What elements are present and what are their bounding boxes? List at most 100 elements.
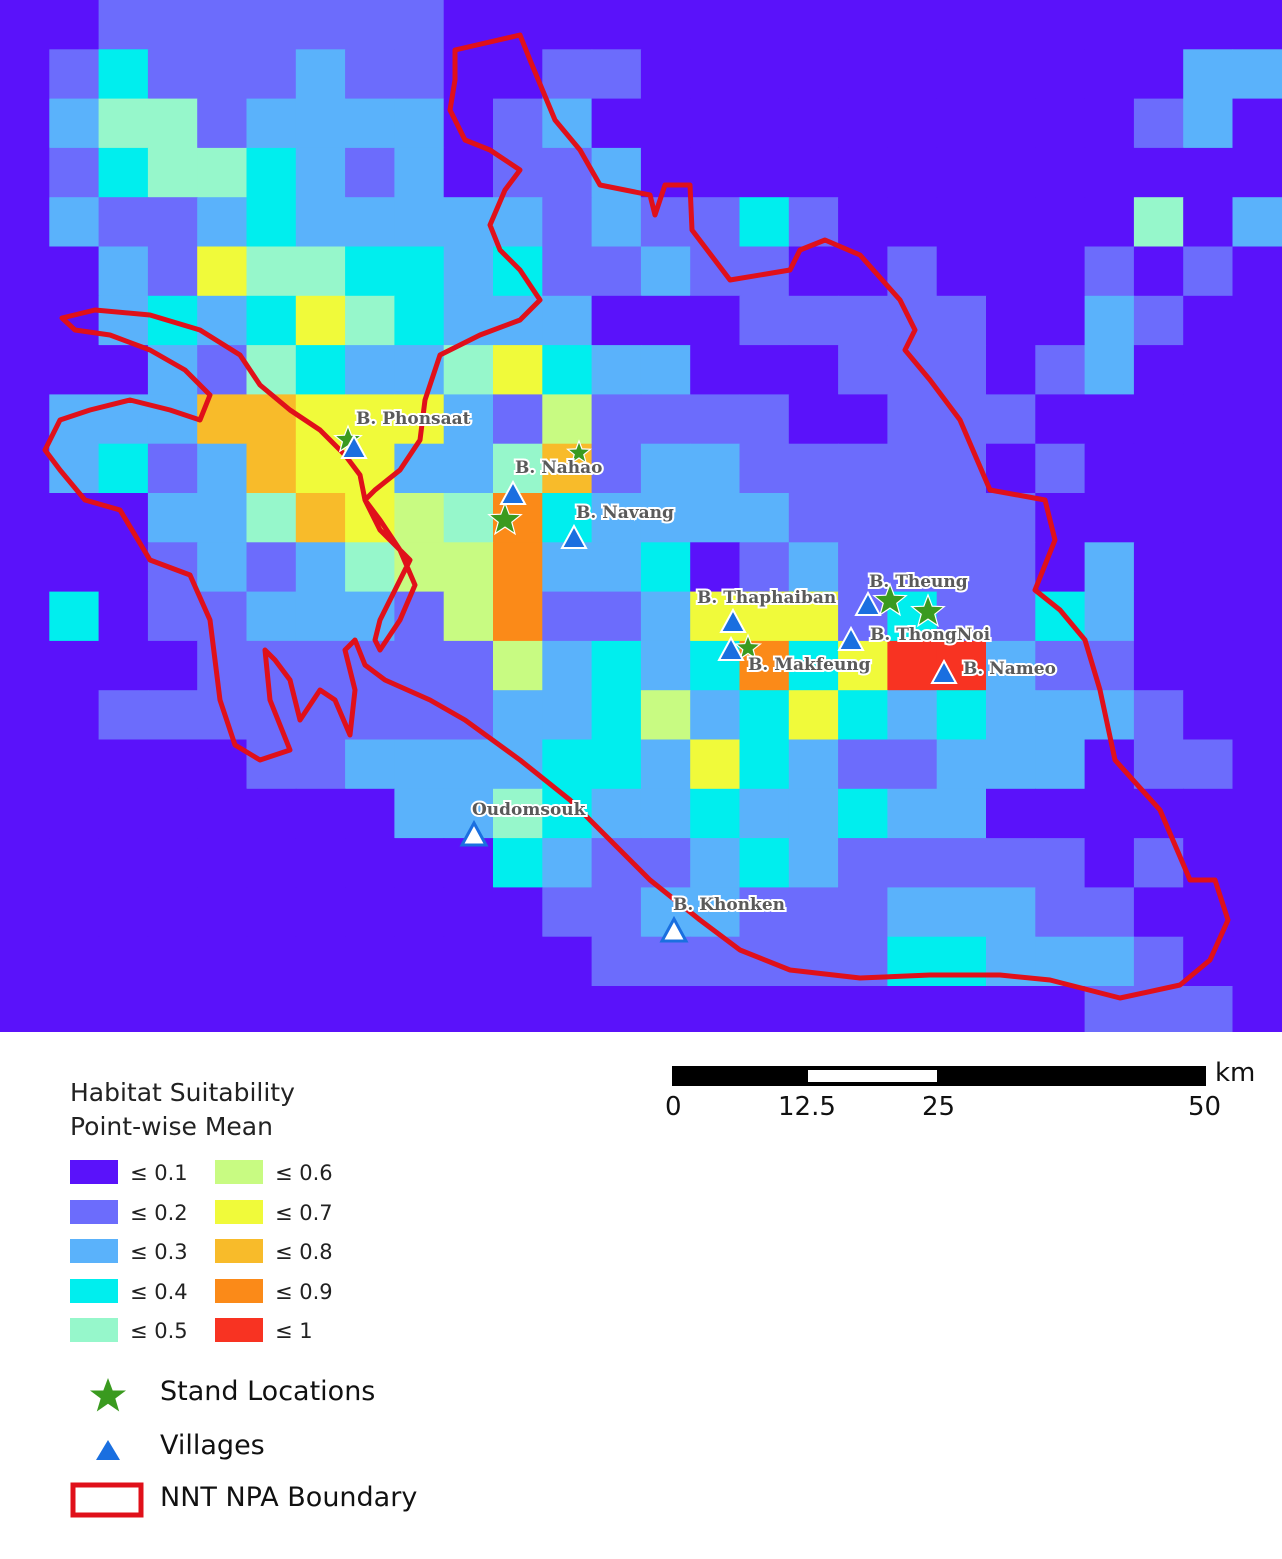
raster-cell xyxy=(591,443,642,494)
raster-cell xyxy=(49,246,100,297)
raster-cell xyxy=(49,295,100,346)
raster-cell xyxy=(788,986,839,1032)
raster-cell xyxy=(640,197,691,248)
raster-cell xyxy=(1133,542,1184,593)
raster-cell xyxy=(986,49,1036,100)
raster-cell xyxy=(887,936,938,987)
raster-cell xyxy=(690,739,741,790)
legend-swatch xyxy=(70,1318,118,1342)
raster-cell xyxy=(147,838,198,888)
scale-bar-graphic xyxy=(672,1066,1206,1086)
raster-cell xyxy=(542,640,593,691)
raster-cell xyxy=(246,345,297,395)
raster-cell xyxy=(394,788,445,839)
raster-cell xyxy=(0,98,50,149)
raster-cell xyxy=(345,838,395,888)
raster-cell xyxy=(887,739,938,790)
raster-cell xyxy=(147,443,198,494)
village-label: B. Thaphaiban xyxy=(697,588,836,608)
raster-cell xyxy=(1084,936,1135,987)
raster-cell xyxy=(197,887,248,938)
raster-cell xyxy=(591,345,642,395)
village-marker xyxy=(854,590,882,616)
raster-cell xyxy=(197,838,248,888)
raster-cell xyxy=(295,542,346,593)
raster-cell xyxy=(1183,49,1234,100)
raster-cell xyxy=(394,295,445,346)
raster-cell xyxy=(542,986,593,1032)
raster-cell xyxy=(345,246,395,297)
legend-swatch xyxy=(215,1239,263,1263)
village-label: B. ThongNoi xyxy=(870,625,991,645)
legend-swatch xyxy=(70,1160,118,1184)
boundary-icon xyxy=(70,1482,144,1518)
raster-cell xyxy=(690,394,741,445)
raster-cell xyxy=(1183,640,1234,691)
raster-cell xyxy=(0,197,50,248)
raster-cell xyxy=(739,838,790,888)
raster-cell xyxy=(295,49,346,100)
legend-swatch xyxy=(215,1199,263,1224)
raster-cell xyxy=(1035,788,1086,839)
raster-cell xyxy=(591,0,642,50)
raster-cell xyxy=(246,98,297,149)
raster-cell xyxy=(640,295,691,346)
raster-cell xyxy=(49,986,100,1032)
raster-cell xyxy=(690,838,741,888)
raster-cell xyxy=(838,887,888,938)
raster-cell xyxy=(443,542,494,593)
raster-cell xyxy=(887,887,938,938)
raster-cell xyxy=(690,788,741,839)
raster-cell xyxy=(1232,936,1282,987)
raster-cell xyxy=(246,788,297,839)
raster-cell xyxy=(345,739,395,790)
raster-cell xyxy=(838,443,888,494)
raster-cell xyxy=(986,98,1036,149)
raster-cell xyxy=(986,591,1036,642)
legend-subtitle: Point-wise Mean xyxy=(70,1112,273,1141)
raster-cell xyxy=(295,838,346,888)
raster-cell xyxy=(1183,345,1234,395)
raster-cell xyxy=(49,49,100,100)
raster-cell xyxy=(1133,640,1184,691)
raster-cell xyxy=(1232,591,1282,642)
raster-cell xyxy=(493,0,543,50)
raster-cell xyxy=(986,542,1036,593)
raster-cell xyxy=(246,246,297,297)
raster-cell xyxy=(49,887,100,938)
legend-class-label: ≤ 0.3 xyxy=(130,1240,188,1264)
legend-class-label: ≤ 0.5 xyxy=(130,1319,188,1343)
raster-cell xyxy=(394,640,445,691)
raster-cell xyxy=(690,295,741,346)
raster-cell xyxy=(1084,838,1135,888)
raster-cell xyxy=(690,345,741,395)
raster-cell xyxy=(394,986,445,1032)
raster-cell xyxy=(493,345,543,395)
raster-cell xyxy=(197,640,248,691)
raster-cell xyxy=(739,591,790,642)
raster-cell xyxy=(542,690,593,741)
raster-cell xyxy=(493,887,543,938)
raster-cell xyxy=(788,49,839,100)
raster-cell xyxy=(246,887,297,938)
raster-cell xyxy=(1183,246,1234,297)
village-label: B. Navang xyxy=(576,503,674,523)
scale-tick-50: 50 xyxy=(1188,1092,1222,1122)
raster-cell xyxy=(197,246,248,297)
raster-cell xyxy=(0,986,50,1032)
raster-cell xyxy=(986,147,1036,198)
raster-cell xyxy=(788,98,839,149)
raster-cell xyxy=(936,690,987,741)
raster-cell xyxy=(838,197,888,248)
raster-cell xyxy=(443,640,494,691)
raster-cell xyxy=(739,98,790,149)
raster-cell xyxy=(591,49,642,100)
raster-cell xyxy=(345,345,395,395)
raster-cell xyxy=(1133,690,1184,741)
raster-cell xyxy=(98,147,149,198)
raster-cell xyxy=(690,690,741,741)
raster-cell xyxy=(394,246,445,297)
raster-cell xyxy=(1035,443,1086,494)
raster-cell xyxy=(838,739,888,790)
raster-cell xyxy=(936,295,987,346)
